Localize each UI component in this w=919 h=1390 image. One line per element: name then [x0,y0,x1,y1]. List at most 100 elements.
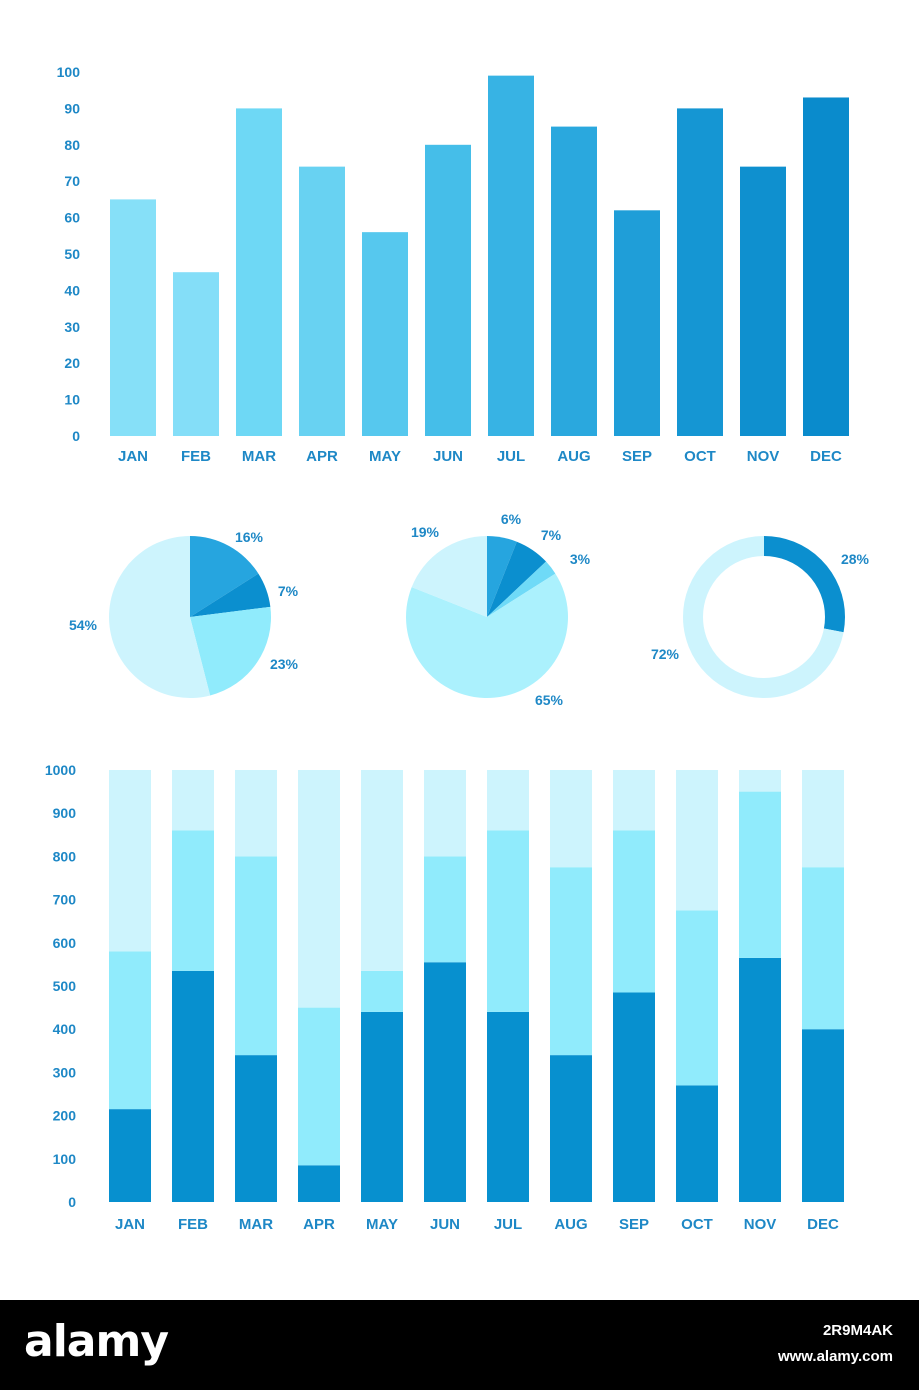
x-tick-label: MAY [366,1216,398,1233]
pie-slice [109,536,211,698]
stacked-segment [487,1011,529,1202]
stacked-segment [613,770,655,831]
brand-logo: alamy [24,1316,169,1367]
stacked-segment [676,910,718,1086]
stacked-segment [424,962,466,1202]
x-tick-label: APR [306,448,338,465]
stacked-segment [739,770,781,792]
x-tick-label: NOV [744,1216,777,1233]
stacked-segment [172,970,214,1202]
donut-segment [683,536,845,698]
bar [551,126,597,436]
bar [425,144,471,437]
donut-label: 72% [651,646,680,662]
stacked-segment [424,856,466,963]
slice-label: 54% [69,617,98,633]
y-tick-label: 500 [53,978,77,994]
bar [488,75,534,436]
stacked-segment [487,830,529,1012]
y-tick-label: 600 [53,935,77,951]
x-tick-label: AUG [557,448,590,465]
y-tick-label: 800 [53,848,77,864]
slice-label: 3% [570,551,591,567]
y-tick-label: 900 [53,805,77,821]
x-tick-label: OCT [684,448,716,465]
pie-chart-2: 6% 7% 3% 65% 19% [406,511,591,708]
stacked-segment [298,770,340,1008]
bar [803,97,849,436]
x-tick-label: OCT [681,1216,713,1233]
x-tick-label: JUN [430,1216,460,1233]
x-tick-label: SEP [622,448,652,465]
y-tick-label: 300 [53,1064,77,1080]
stacked-segment [613,830,655,993]
y-tick-label: 10 [64,392,80,408]
site-url: www.alamy.com [777,1348,893,1365]
stacked-segment [550,867,592,1056]
y-tick-label: 100 [53,1151,77,1167]
stacked-segment [361,1011,403,1202]
slice-label: 16% [235,529,264,545]
stacked-segment [676,770,718,911]
pie-slice [406,573,568,698]
donut-chart: 28% 72% [651,536,870,698]
stacked-segment [298,1007,340,1166]
stacked-segment [676,1085,718,1202]
y-tick-label: 100 [57,64,81,80]
bar [173,272,219,436]
monthly-bar-chart: 0 10 20 30 40 50 60 70 80 90 100 JAN FEB MAR APR MAY JUN… [57,64,849,465]
stacked-segment [361,770,403,971]
y-tick-label: 700 [53,892,77,908]
slice-label: 23% [270,656,299,672]
y-tick-label: 0 [72,428,80,444]
x-tick-label: MAR [239,1216,273,1233]
stacked-segment [298,1165,340,1202]
stacked-segment [487,770,529,831]
slice-label: 7% [278,583,299,599]
stacked-segment [361,970,403,1012]
pie-slice [411,536,487,617]
stacked-segment [109,951,151,1110]
stacked-segment [109,1109,151,1202]
pie-slice [487,541,547,617]
x-tick-label: MAY [369,448,401,465]
stacked-segment [802,867,844,1030]
x-tick-label: DEC [810,448,842,465]
x-tick-label: SEP [619,1216,649,1233]
y-tick-label: 80 [64,137,80,153]
bar [677,108,723,437]
pie-chart-1: 16% 7% 23% 54% [69,529,299,698]
x-tick-label: JUL [494,1216,522,1233]
charts-svg: 0 10 20 30 40 50 60 70 80 90 100 JAN FEB MAR APR MAY JUN… [45,64,870,1233]
x-tick-label: JAN [118,448,148,465]
stacked-segment [172,830,214,971]
pie-slice [190,573,271,617]
stacked-segment [235,770,277,857]
x-tick-label: AUG [554,1216,587,1233]
stacked-segment [550,1055,592,1202]
y-tick-label: 0 [68,1194,76,1210]
stacked-segment [424,770,466,857]
slice-label: 19% [411,524,440,540]
stacked-bar-chart: 0 100 200 300 400 500 600 700 800 900 1000 JAN FEB MA… [45,762,844,1233]
x-tick-label: DEC [807,1216,839,1233]
stacked-segment [613,992,655,1202]
bar [236,108,282,437]
bar [740,166,786,436]
pie-slice [190,536,259,617]
stacked-segment [172,770,214,831]
y-tick-label: 70 [64,173,80,189]
y-tick-label: 30 [64,319,80,335]
x-tick-label: APR [303,1216,335,1233]
bar [362,232,408,436]
x-tick-label: JUN [433,448,463,465]
image-id-label: 2R9M4AK [822,1322,893,1339]
stacked-segment [802,770,844,868]
x-tick-label: NOV [747,448,780,465]
stacked-segment [739,791,781,958]
bar [299,166,345,436]
pie-slice [487,536,517,617]
stacked-segment [109,770,151,952]
y-tick-label: 60 [64,210,80,226]
